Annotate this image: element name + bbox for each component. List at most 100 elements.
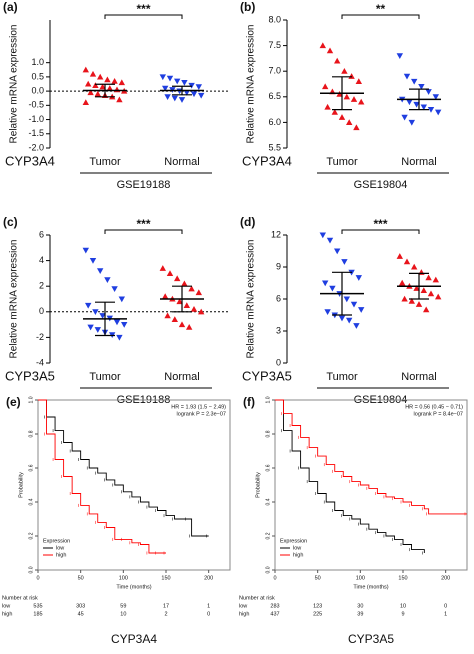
data-point bbox=[350, 301, 358, 308]
y-tick-label: 0.8 bbox=[28, 430, 34, 437]
risk-row-label: low bbox=[2, 603, 10, 609]
data-point bbox=[174, 78, 181, 85]
sd-bar bbox=[172, 285, 192, 313]
data-point bbox=[329, 285, 336, 292]
y-axis-label: Relative mRNA expression bbox=[9, 25, 20, 144]
x-tick-label: 0 bbox=[36, 575, 39, 581]
x-tick-label: 200 bbox=[204, 575, 213, 581]
data-point bbox=[87, 89, 94, 96]
data-point bbox=[113, 86, 121, 93]
data-point bbox=[358, 98, 365, 105]
y-tick-label: 12 bbox=[271, 229, 281, 239]
y-tick-label: 0.2 bbox=[28, 532, 34, 539]
data-point bbox=[427, 107, 435, 113]
x-tick-label: Normal bbox=[164, 371, 199, 383]
data-point bbox=[106, 85, 113, 91]
data-point bbox=[183, 89, 190, 96]
y-tick-label: 7.0 bbox=[268, 66, 281, 76]
dataset-label: GSE19188 bbox=[117, 179, 171, 191]
data-point bbox=[176, 298, 183, 305]
data-point bbox=[111, 286, 118, 292]
data-point bbox=[92, 82, 99, 88]
significance: *** bbox=[136, 2, 150, 16]
data-point bbox=[355, 275, 362, 281]
data-point bbox=[89, 70, 97, 77]
data-point bbox=[164, 94, 171, 100]
y-axis-label: Relative mRNA expression bbox=[246, 25, 257, 144]
data-point bbox=[413, 101, 420, 108]
data-point bbox=[396, 253, 403, 259]
y-tick-label: -0.5 bbox=[28, 100, 44, 110]
risk-count: 303 bbox=[76, 603, 85, 609]
data-point bbox=[195, 289, 202, 296]
data-point bbox=[195, 84, 202, 91]
data-point bbox=[118, 296, 125, 303]
data-point bbox=[343, 93, 350, 100]
significance-bracket bbox=[341, 14, 420, 19]
data-point bbox=[399, 279, 406, 286]
y-tick-label: 3 bbox=[276, 325, 281, 335]
x-tick-label: 50 bbox=[315, 575, 321, 581]
data-point bbox=[346, 317, 353, 324]
y-axis-label: Probability bbox=[18, 472, 24, 498]
y-axis-label: Relative mRNA expression bbox=[9, 240, 20, 359]
y-tick-label: 0.2 bbox=[265, 532, 271, 539]
y-tick-label: 4 bbox=[39, 255, 44, 265]
x-tick-label: 200 bbox=[441, 575, 450, 581]
data-point bbox=[401, 295, 408, 302]
data-point bbox=[166, 270, 174, 276]
significance-bracket bbox=[341, 229, 420, 234]
risk-row-label: low bbox=[239, 603, 247, 609]
y-tick-label: 0.0 bbox=[28, 566, 34, 573]
data-point bbox=[99, 83, 106, 90]
data-point bbox=[432, 276, 439, 283]
gene-label: CYP3A4 bbox=[242, 153, 292, 168]
significance: *** bbox=[136, 217, 150, 231]
gene-label: CYP3A5 bbox=[242, 368, 292, 383]
sd-bar bbox=[332, 271, 352, 316]
data-point bbox=[324, 103, 331, 110]
data-point bbox=[164, 312, 171, 319]
y-tick-label: -2.0 bbox=[28, 142, 44, 152]
y-tick-label: 1.0 bbox=[265, 396, 271, 403]
y-tick-label: -1.0 bbox=[28, 114, 44, 124]
legend-title: Expression bbox=[280, 538, 307, 544]
y-tick-label: 6 bbox=[276, 293, 281, 303]
data-point bbox=[183, 302, 190, 308]
gene-label: CYP3A4 bbox=[5, 153, 55, 168]
data-point bbox=[401, 114, 408, 121]
data-point bbox=[190, 306, 198, 312]
data-point bbox=[423, 306, 430, 313]
survival-curve bbox=[38, 399, 209, 537]
x-tick-label: 100 bbox=[356, 575, 365, 581]
plot-frame bbox=[274, 399, 468, 571]
x-tick-label: Tumor bbox=[89, 371, 121, 383]
chart-title: CYP3A5 bbox=[348, 632, 394, 646]
data-point bbox=[97, 73, 104, 80]
data-point bbox=[82, 247, 89, 254]
data-point bbox=[432, 94, 439, 100]
panel-label: (d) bbox=[240, 215, 255, 229]
panel-label: (e) bbox=[6, 395, 21, 409]
data-point bbox=[425, 274, 432, 281]
legend-label: high bbox=[56, 552, 66, 558]
y-tick-label: 8.0 bbox=[268, 14, 281, 24]
significance-bracket bbox=[104, 14, 183, 19]
data-point bbox=[82, 99, 89, 106]
data-point bbox=[198, 92, 205, 99]
y-tick-label: 1.0 bbox=[31, 57, 44, 67]
data-point bbox=[341, 68, 348, 74]
data-point bbox=[403, 258, 411, 265]
y-axis-label: Relative mRNA expression bbox=[246, 240, 257, 359]
data-point bbox=[116, 334, 123, 341]
y-tick-label: 0.0 bbox=[31, 85, 44, 95]
chart-title: CYP3A4 bbox=[111, 632, 157, 646]
data-point bbox=[334, 248, 341, 255]
data-point bbox=[171, 316, 178, 323]
panel-label: (c) bbox=[3, 215, 18, 229]
data-point bbox=[111, 77, 118, 84]
data-point bbox=[82, 66, 89, 73]
y-tick-label: 9 bbox=[276, 261, 281, 271]
x-tick-label: Tumor bbox=[326, 156, 358, 168]
